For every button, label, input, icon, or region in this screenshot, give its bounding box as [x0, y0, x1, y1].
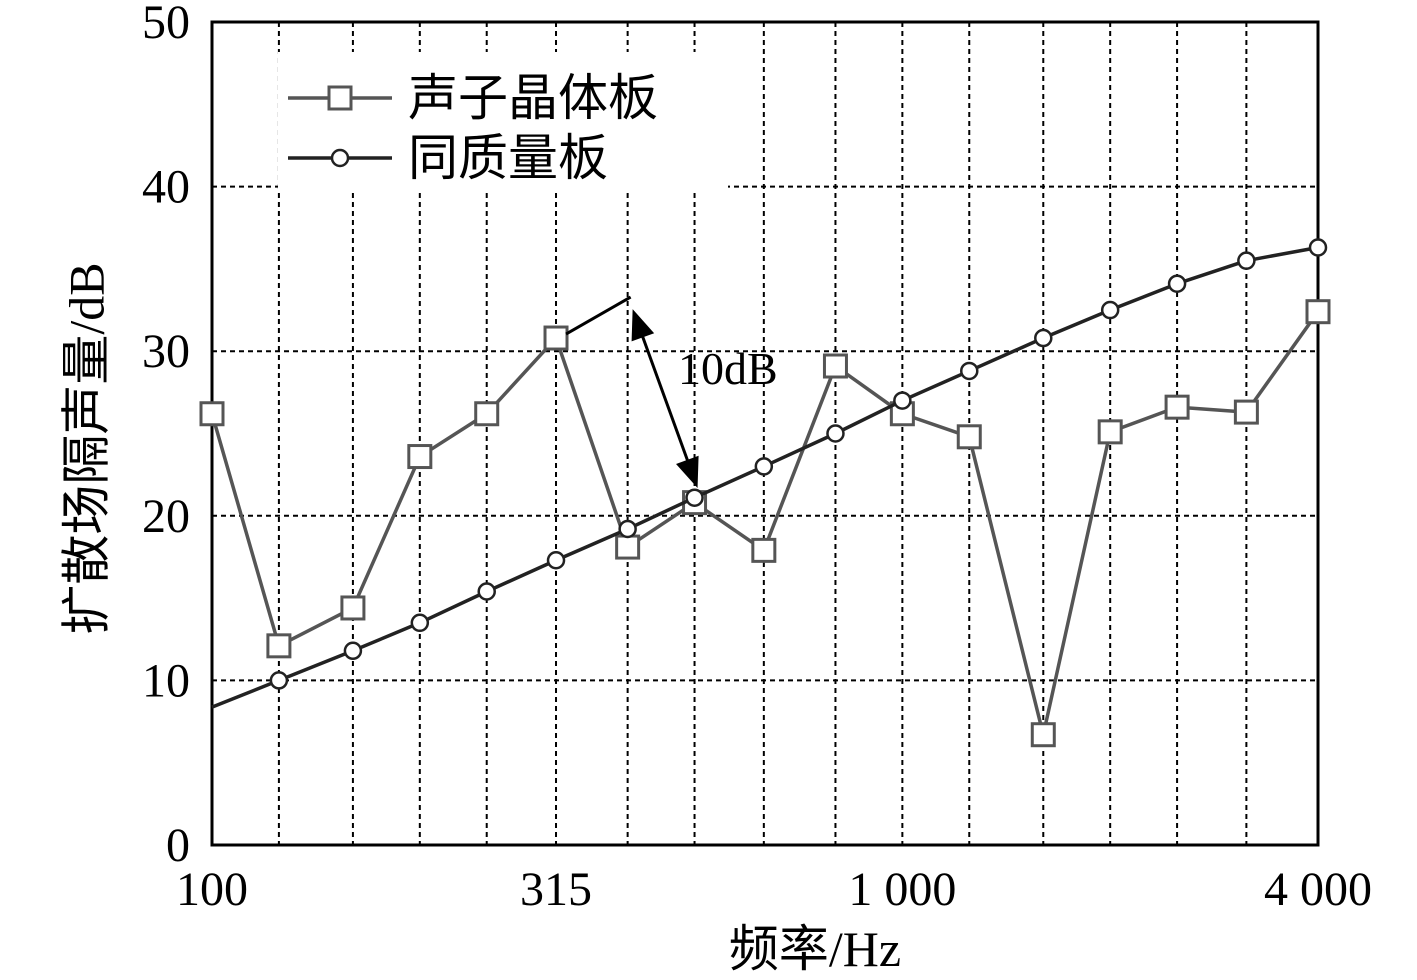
data-point — [343, 641, 363, 661]
x-tick-label: 315 — [520, 863, 592, 916]
y-axis-label: 扩散场隔声量/dB — [58, 262, 114, 634]
annotation-leader — [565, 295, 632, 336]
y-tick-label: 50 — [142, 0, 190, 49]
series — [199, 238, 1331, 748]
data-point — [199, 401, 225, 427]
annotations: 10dB — [565, 295, 778, 489]
data-point — [477, 582, 496, 601]
y-tick-label: 40 — [142, 161, 190, 214]
data-point — [1164, 394, 1190, 420]
data-point — [340, 595, 366, 621]
legend-label: 声子晶体板 — [408, 70, 658, 126]
data-point — [269, 671, 289, 690]
y-tick-label: 0 — [166, 819, 190, 872]
x-tick-label: 1 000 — [848, 863, 956, 916]
data-point — [1305, 299, 1331, 325]
series-2 — [211, 238, 1328, 709]
data-point — [1030, 722, 1056, 748]
x-tick-label: 100 — [176, 863, 248, 916]
annotation-arrow-line — [639, 330, 691, 467]
data-point — [1100, 300, 1120, 320]
data-point — [266, 633, 292, 659]
annotation-arrowhead — [631, 309, 655, 342]
legend-background — [278, 52, 728, 192]
data-point — [893, 391, 912, 410]
legend-item: 同质量板 — [288, 130, 608, 186]
plot-frame — [210, 20, 1320, 847]
data-point — [407, 444, 433, 470]
data-point — [1237, 251, 1256, 270]
data-point — [1167, 274, 1187, 293]
data-point — [685, 488, 704, 507]
tick-labels: 100 315 1 000 4 000 0 10 20 30 40 50 — [142, 0, 1372, 916]
data-point — [1097, 419, 1123, 445]
x-axis-label: 频率/Hz — [729, 921, 901, 977]
data-point — [546, 550, 566, 570]
series-1 — [199, 299, 1331, 748]
data-point — [754, 457, 774, 476]
annotation-arrowhead — [676, 455, 699, 489]
data-point — [956, 424, 982, 450]
data-point — [543, 325, 569, 351]
legend-item: 声子晶体板 — [288, 70, 658, 126]
series-line — [211, 245, 1319, 709]
data-point — [826, 424, 845, 443]
legend-label: 同质量板 — [408, 130, 608, 186]
x-tick-label: 4 000 — [1264, 863, 1372, 916]
y-tick-label: 20 — [142, 490, 190, 543]
data-point — [410, 613, 430, 633]
y-tick-label: 10 — [142, 654, 190, 707]
data-point — [474, 401, 500, 427]
data-point — [822, 353, 848, 379]
legend-marker — [327, 85, 353, 111]
data-point — [615, 534, 641, 560]
data-point — [1308, 238, 1328, 257]
data-point — [618, 519, 637, 539]
grid — [212, 22, 1318, 845]
legend-marker — [330, 148, 350, 168]
data-point — [1233, 399, 1259, 425]
data-point — [960, 361, 979, 381]
y-tick-label: 30 — [142, 325, 190, 378]
data-point — [1034, 328, 1053, 348]
annotation-text: 10dB — [678, 343, 778, 394]
data-point — [751, 537, 777, 563]
